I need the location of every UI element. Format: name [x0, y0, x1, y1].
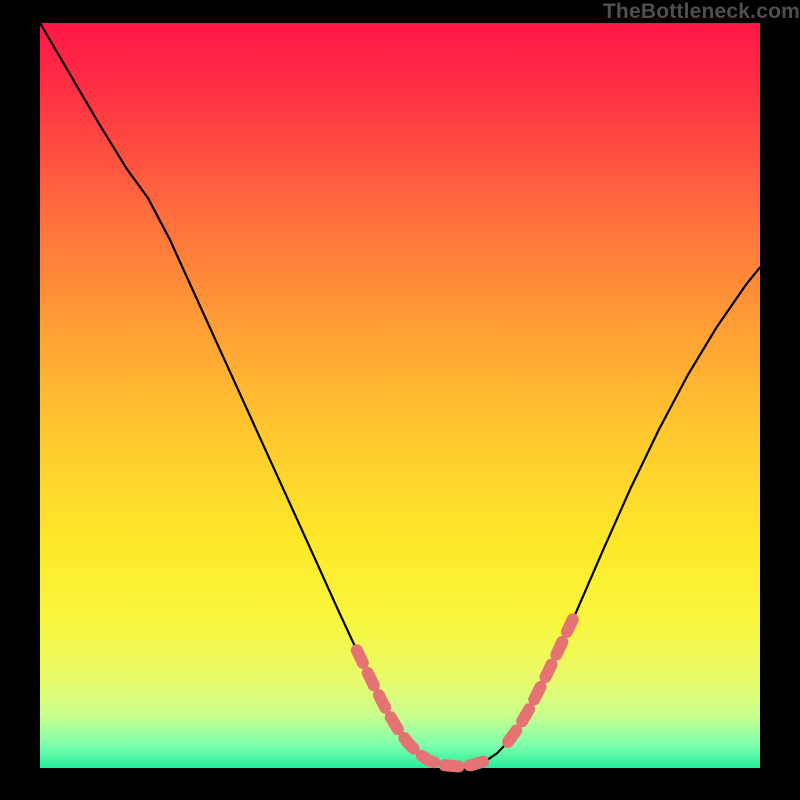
bottleneck-curve-chart: [0, 0, 800, 800]
chart-frame: TheBottleneck.com: [0, 0, 800, 800]
watermark-text: TheBottleneck.com: [603, 0, 800, 24]
chart-background: [40, 23, 760, 768]
